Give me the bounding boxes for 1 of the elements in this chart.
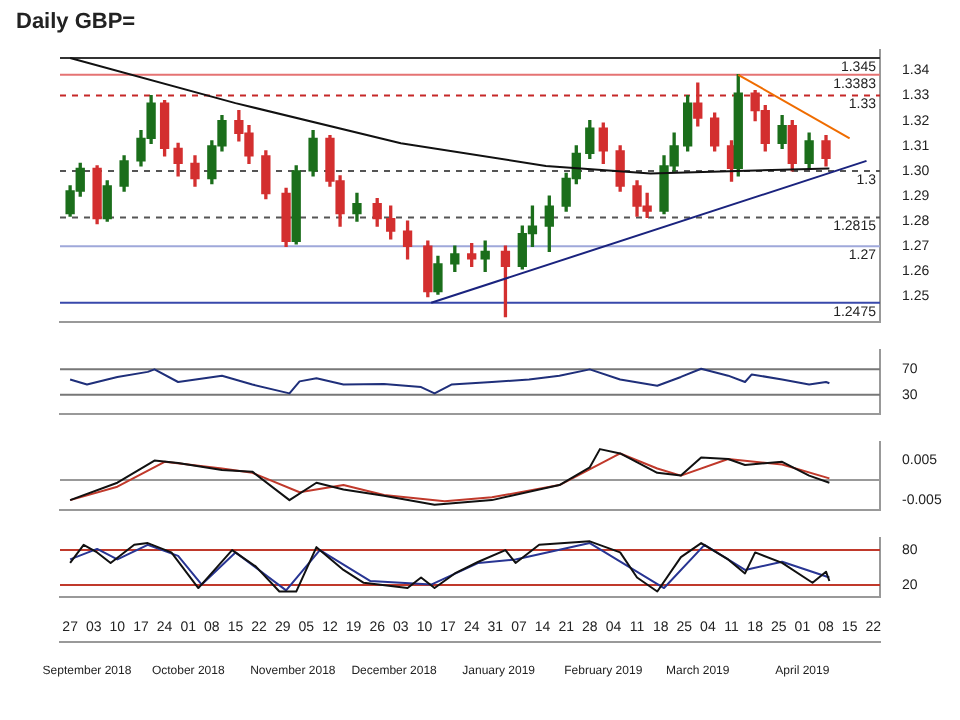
chart-title: Daily GBP= — [14, 8, 138, 36]
